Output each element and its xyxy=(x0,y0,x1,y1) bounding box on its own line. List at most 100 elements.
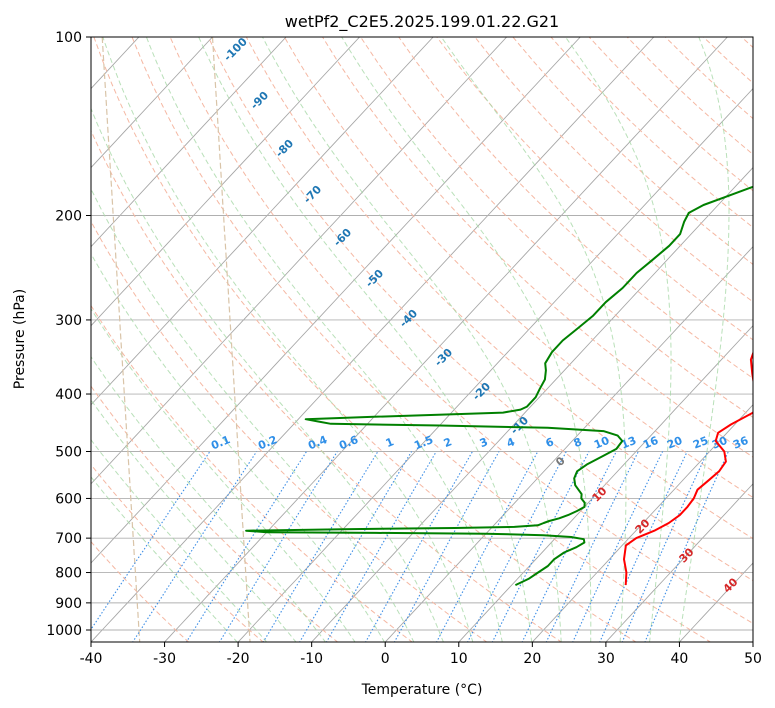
x-tick-label: 10 xyxy=(450,651,468,667)
y-tick-label: 100 xyxy=(55,30,82,46)
mixing-ratio-label: 8 xyxy=(572,435,584,450)
dry-adiabat xyxy=(91,220,488,642)
mixing-ratio-label: 3 xyxy=(478,435,490,450)
x-tick-label: 0 xyxy=(381,651,390,667)
mixing-ratio-line xyxy=(436,451,539,642)
mixing-ratio-label: 10 xyxy=(592,434,611,452)
moist-adiabat xyxy=(91,252,385,642)
x-tick-label: 40 xyxy=(671,651,689,667)
y-tick-label: 900 xyxy=(55,596,82,612)
isotherm-line xyxy=(163,37,728,642)
y-axis-title: Pressure (hPa) xyxy=(12,289,28,389)
series-line xyxy=(245,185,753,587)
mixing-ratio-line xyxy=(467,451,567,642)
dry-adiabat xyxy=(322,37,753,458)
dry-adiabat xyxy=(436,37,753,341)
isotherm-line xyxy=(458,325,753,642)
isotherm-line xyxy=(311,166,753,642)
mixing-ratio-line xyxy=(218,451,338,642)
moist-adiabat xyxy=(91,355,327,642)
y-tick-label: 800 xyxy=(55,566,82,582)
plot-frame xyxy=(90,36,754,643)
moist-adiabat xyxy=(102,37,474,642)
mixing-ratio-line xyxy=(491,451,590,642)
x-tick-label: 20 xyxy=(523,651,541,667)
mixing-ratio-line xyxy=(185,451,307,642)
mixing-ratio-label: 36 xyxy=(731,434,750,452)
isotherm-line xyxy=(237,87,753,642)
mixing-ratio-line xyxy=(132,451,258,642)
mixing-ratio-label: 1 xyxy=(384,435,396,450)
mixing-ratio-line xyxy=(262,451,379,642)
mixing-ratio-line xyxy=(91,451,211,631)
x-tick-label: 30 xyxy=(597,651,615,667)
mixing-ratio-line xyxy=(393,451,500,642)
isotherm-line xyxy=(384,245,753,642)
x-tick-label: -20 xyxy=(227,651,250,667)
y-tick-label: 200 xyxy=(55,209,82,225)
mixing-ratio-line xyxy=(644,451,729,642)
dry-adiabat xyxy=(245,37,753,540)
moist-adiabat xyxy=(198,37,533,642)
moist-adiabat xyxy=(91,107,444,642)
moist-adiabat xyxy=(440,37,627,642)
dry-adiabat xyxy=(283,37,753,499)
isotherm-line xyxy=(605,483,753,642)
mixing-ratio-label: 25 xyxy=(691,434,710,452)
mixing-ratio-label: 16 xyxy=(641,434,660,452)
isotherm-line xyxy=(91,37,508,485)
isotherm-line xyxy=(91,37,434,406)
moist-adiabat xyxy=(565,37,672,642)
y-tick-label: 600 xyxy=(55,491,82,507)
dry-adiabat xyxy=(91,129,563,642)
mixing-ratio-line xyxy=(572,451,664,642)
background-lines xyxy=(91,37,753,642)
chart-title: wetPf2_C2E5.2025.199.01.22.G21 xyxy=(285,12,559,32)
y-axis: 100 200 300 400 500 600 700 800 900 1000 xyxy=(46,30,91,639)
dry-adiabat xyxy=(91,540,190,642)
x-tick-label: -30 xyxy=(153,651,176,667)
mixing-ratio-label: 2 xyxy=(442,435,454,450)
isotherm-line xyxy=(91,37,581,564)
mixing-ratio-line xyxy=(365,451,473,642)
mixing-ratio-line xyxy=(545,451,639,642)
dry-adiabat xyxy=(398,37,753,379)
x-tick-label: 50 xyxy=(744,651,762,667)
dry-adiabat xyxy=(169,37,753,625)
series-line xyxy=(623,350,753,586)
mixing-ratio-line xyxy=(599,451,688,642)
isotherm-line xyxy=(91,37,360,327)
moist-adiabat xyxy=(678,37,730,642)
series-layer xyxy=(245,185,753,587)
isotherm-line xyxy=(531,404,753,642)
moist-adiabat xyxy=(91,476,238,642)
x-tick-label: -10 xyxy=(300,651,323,667)
y-tick-label: 400 xyxy=(55,387,82,403)
isotherm-line xyxy=(752,641,753,642)
mixing-ratio-label: 20 xyxy=(665,434,684,452)
y-tick-label: 500 xyxy=(55,444,82,460)
y-tick-label: 300 xyxy=(55,313,82,329)
dry-adiabat xyxy=(131,37,712,642)
isotherm-line xyxy=(678,562,753,642)
y-tick-label: 1000 xyxy=(46,623,82,639)
moist-adiabat xyxy=(91,438,268,642)
tan-reference-line xyxy=(211,37,251,642)
x-axis: -40 -30 -20 -10 0 10 20 30 40 50 xyxy=(80,642,762,667)
x-axis-title: Temperature (°C) xyxy=(361,682,483,698)
y-tick-label: 700 xyxy=(55,531,82,547)
mixing-ratio-line xyxy=(521,451,617,642)
dry-adiabat xyxy=(93,37,637,642)
tan-reference-line xyxy=(101,37,141,642)
moist-adiabat xyxy=(91,399,297,642)
dry-adiabat xyxy=(91,463,264,642)
dry-adiabat xyxy=(91,304,413,642)
mixing-ratio-line xyxy=(621,451,709,642)
moist-adiabat xyxy=(341,37,592,642)
moist-adiabat xyxy=(145,37,503,642)
dry-adiabat xyxy=(91,385,339,642)
moist-adiabat xyxy=(262,37,562,642)
x-tick-label: -40 xyxy=(80,651,103,667)
mixing-ratio-label: 13 xyxy=(619,434,638,452)
